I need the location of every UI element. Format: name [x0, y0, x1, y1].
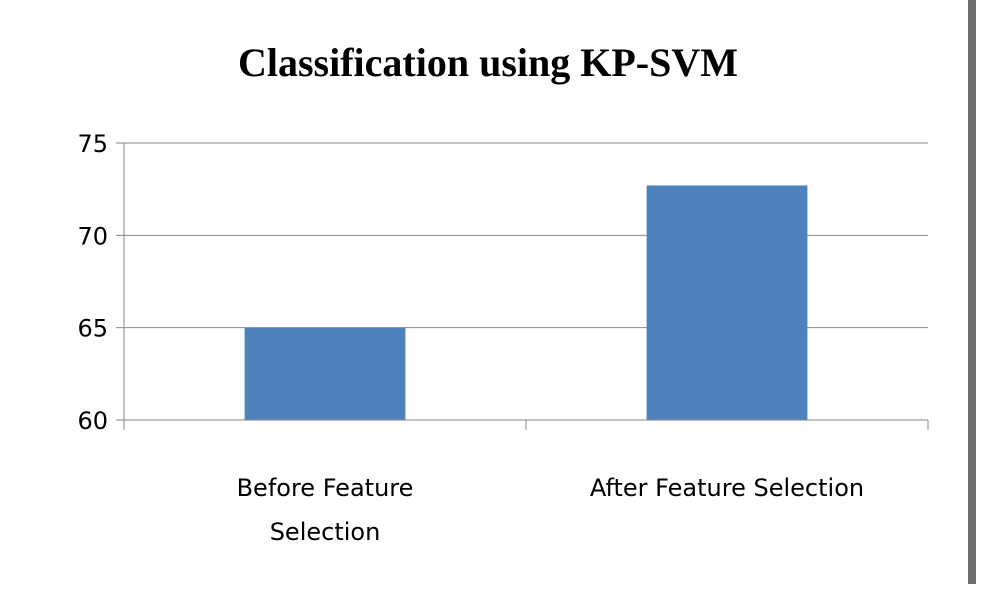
y-tick-labels: 75 70 65 60 — [77, 130, 108, 435]
y-tick-label: 75 — [77, 130, 108, 158]
axes — [116, 142, 929, 430]
page-margin — [976, 0, 986, 584]
category-label-line: After Feature Selection — [590, 474, 864, 502]
page-border — [968, 0, 976, 584]
category-label: Before Feature Selection — [237, 474, 414, 546]
category-labels: Before Feature Selection After Feature Sel… — [237, 474, 864, 546]
gridlines — [124, 142, 928, 329]
category-label-line: Before Feature — [237, 474, 414, 502]
category-label-line: Selection — [270, 518, 381, 546]
bar-0 — [244, 327, 406, 420]
y-tick-label: 70 — [77, 222, 108, 250]
chart-title: Classification using KP-SVM — [238, 40, 738, 85]
category-label: After Feature Selection — [590, 474, 864, 502]
y-tick-label: 65 — [77, 315, 108, 343]
bar-1 — [646, 185, 808, 420]
bars — [244, 185, 808, 420]
y-tick-label: 60 — [77, 407, 108, 435]
bar-chart: Classification using KP-SVM 75 70 65 60 Bef… — [77, 40, 929, 546]
